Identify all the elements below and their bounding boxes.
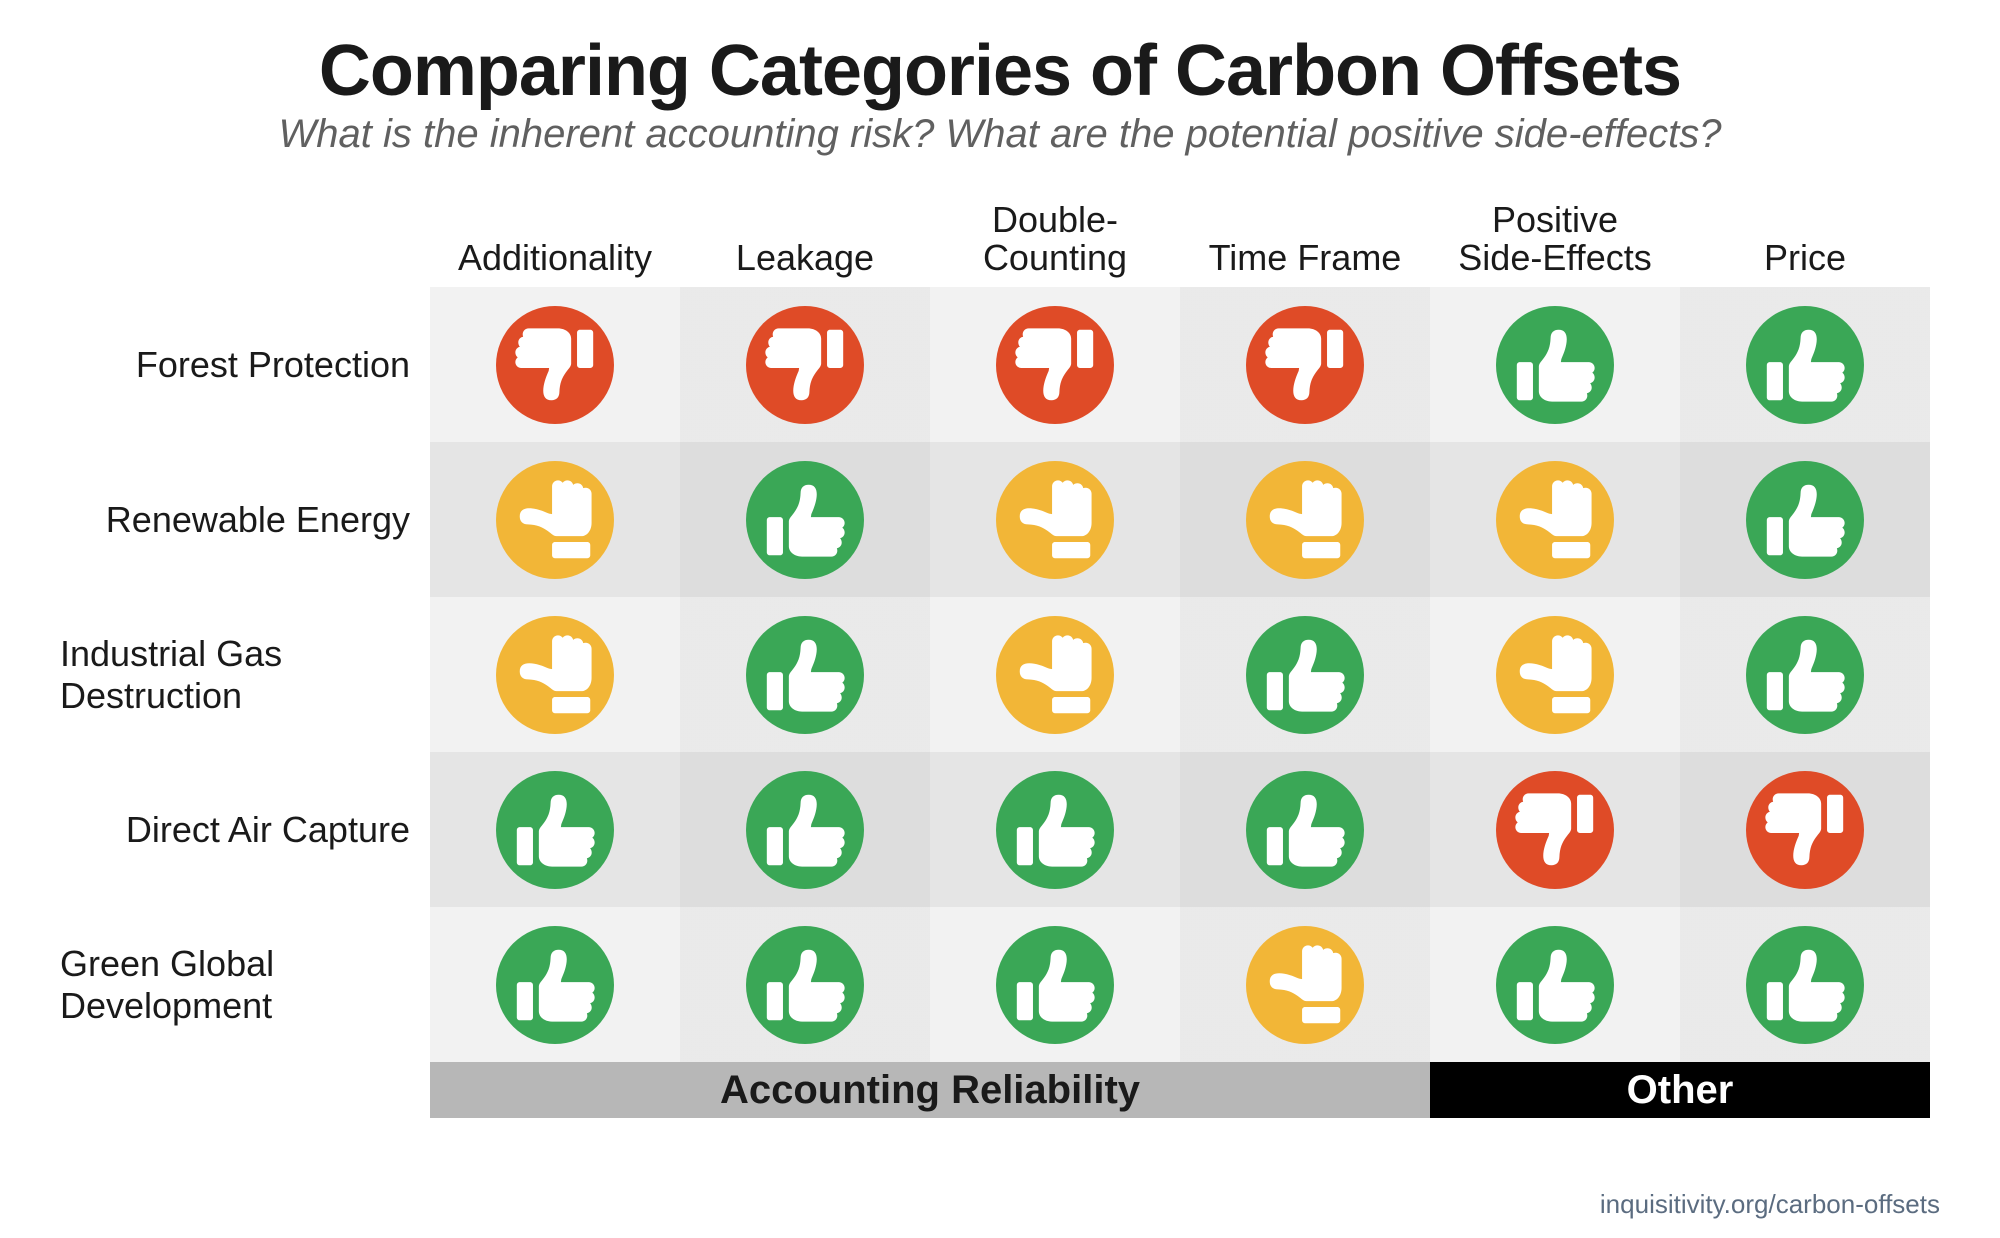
- thumb-side-icon: [496, 461, 614, 579]
- comparison-grid: AdditionalityLeakageDouble-CountingTime …: [60, 187, 1940, 1062]
- rating-cell: [1430, 597, 1680, 752]
- thumb-down-icon: [1246, 306, 1364, 424]
- column-header: Price: [1680, 187, 1930, 287]
- rating-cell: [1180, 752, 1430, 907]
- footer-group-row: Accounting ReliabilityOther: [60, 1062, 1940, 1118]
- rating-cell: [1180, 907, 1430, 1062]
- rating-cell: [1180, 442, 1430, 597]
- thumb-up-icon: [996, 926, 1114, 1044]
- thumb-down-icon: [496, 306, 614, 424]
- thumb-side-icon: [1496, 616, 1614, 734]
- rating-cell: [930, 597, 1180, 752]
- rating-cell: [1680, 752, 1930, 907]
- thumb-up-icon: [996, 771, 1114, 889]
- rating-cell: [430, 907, 680, 1062]
- row-label: Renewable Energy: [60, 442, 430, 597]
- footer-group: Other: [1430, 1062, 1930, 1118]
- thumb-side-icon: [996, 461, 1114, 579]
- rating-cell: [1680, 287, 1930, 442]
- thumb-up-icon: [746, 461, 864, 579]
- thumb-up-icon: [1496, 306, 1614, 424]
- column-header: PositiveSide-Effects: [1430, 187, 1680, 287]
- rating-cell: [430, 442, 680, 597]
- header-corner: [60, 187, 430, 287]
- row-label: Forest Protection: [60, 287, 430, 442]
- column-header: Leakage: [680, 187, 930, 287]
- row-label: Green Global Development: [60, 907, 430, 1062]
- rating-cell: [1430, 752, 1680, 907]
- footer-corner: [60, 1062, 430, 1118]
- rating-cell: [930, 907, 1180, 1062]
- rating-cell: [1180, 597, 1430, 752]
- rating-cell: [430, 752, 680, 907]
- source-attribution: inquisitivity.org/carbon-offsets: [1600, 1189, 1940, 1220]
- thumb-side-icon: [1246, 461, 1364, 579]
- thumb-up-icon: [746, 616, 864, 734]
- rating-cell: [1680, 442, 1930, 597]
- rating-cell: [430, 287, 680, 442]
- rating-cell: [1680, 907, 1930, 1062]
- rating-cell: [680, 907, 930, 1062]
- thumb-down-icon: [746, 306, 864, 424]
- rating-cell: [930, 287, 1180, 442]
- row-label: Industrial Gas Destruction: [60, 597, 430, 752]
- thumb-up-icon: [1746, 926, 1864, 1044]
- rating-cell: [680, 597, 930, 752]
- chart-title: Comparing Categories of Carbon Offsets: [60, 30, 1940, 112]
- thumb-down-icon: [996, 306, 1114, 424]
- rating-cell: [1430, 907, 1680, 1062]
- rating-cell: [680, 442, 930, 597]
- column-header: Time Frame: [1180, 187, 1430, 287]
- thumb-up-icon: [1496, 926, 1614, 1044]
- thumb-up-icon: [496, 771, 614, 889]
- rating-cell: [680, 752, 930, 907]
- rating-cell: [930, 442, 1180, 597]
- thumb-down-icon: [1496, 771, 1614, 889]
- thumb-up-icon: [1246, 616, 1364, 734]
- thumb-up-icon: [1746, 306, 1864, 424]
- rating-cell: [680, 287, 930, 442]
- thumb-side-icon: [496, 616, 614, 734]
- rating-cell: [1180, 287, 1430, 442]
- rating-cell: [1680, 597, 1930, 752]
- thumb-up-icon: [1746, 616, 1864, 734]
- rating-cell: [1430, 442, 1680, 597]
- thumb-side-icon: [1496, 461, 1614, 579]
- footer-group: Accounting Reliability: [430, 1062, 1430, 1118]
- row-label: Direct Air Capture: [60, 752, 430, 907]
- column-header: Double-Counting: [930, 187, 1180, 287]
- thumb-side-icon: [996, 616, 1114, 734]
- rating-cell: [1430, 287, 1680, 442]
- thumb-up-icon: [1746, 461, 1864, 579]
- thumb-up-icon: [746, 771, 864, 889]
- column-header: Additionality: [430, 187, 680, 287]
- thumb-down-icon: [1746, 771, 1864, 889]
- rating-cell: [930, 752, 1180, 907]
- thumb-up-icon: [746, 926, 864, 1044]
- chart-subtitle: What is the inherent accounting risk? Wh…: [60, 112, 1940, 157]
- rating-cell: [430, 597, 680, 752]
- thumb-up-icon: [496, 926, 614, 1044]
- thumb-up-icon: [1246, 771, 1364, 889]
- thumb-side-icon: [1246, 926, 1364, 1044]
